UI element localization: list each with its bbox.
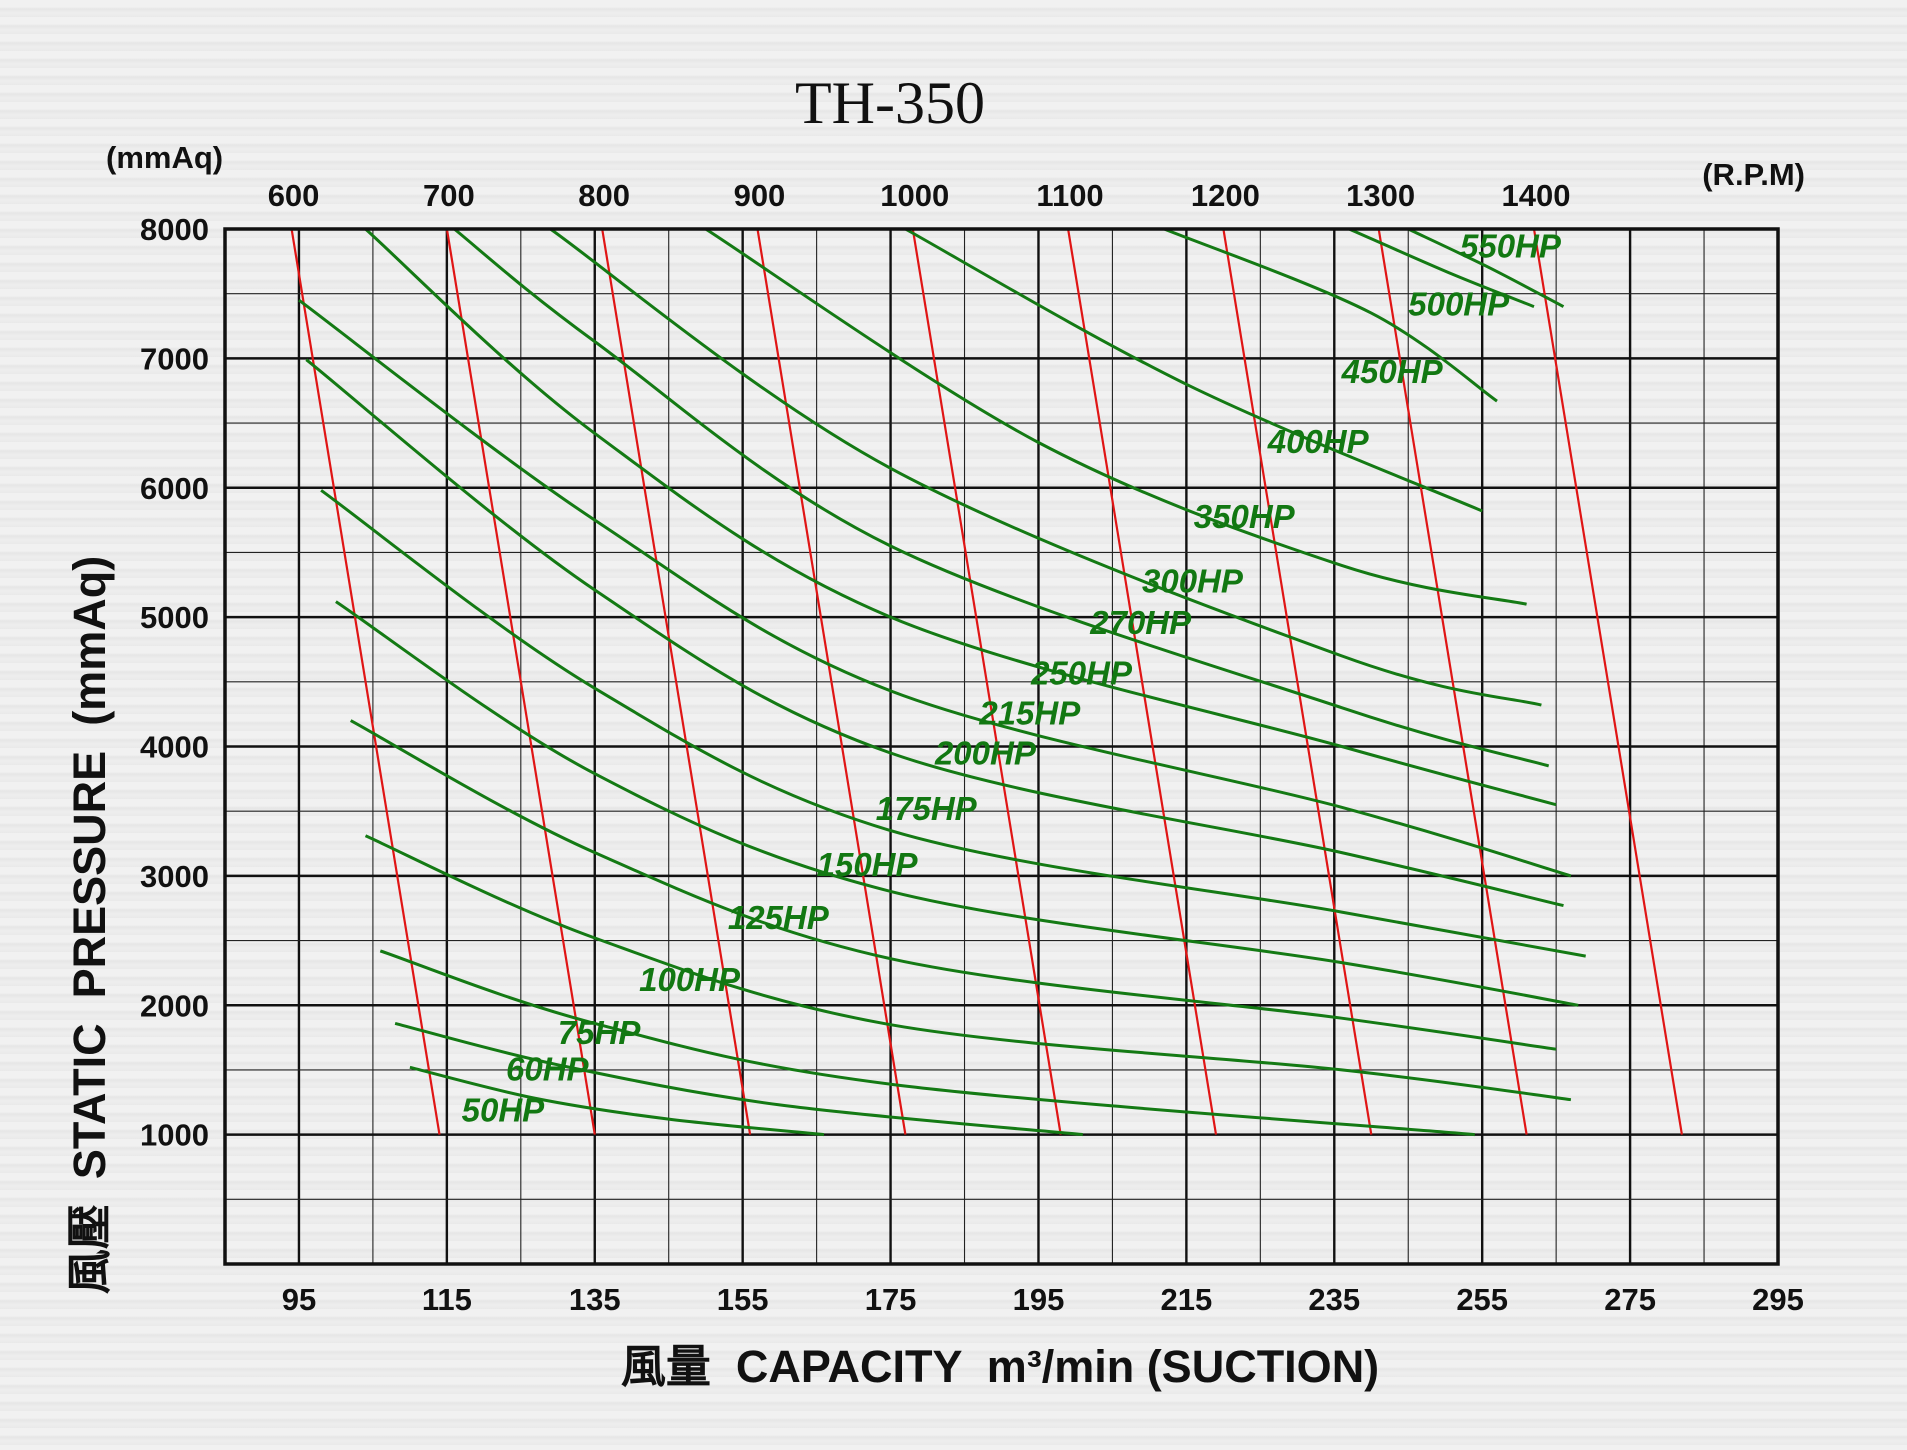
rpm-tick-label: 1200 <box>1191 178 1260 213</box>
hp-curve-550hp <box>1407 227 1565 308</box>
rpm-tick-label: 1000 <box>880 178 949 213</box>
y-unit-label: (mmAq) <box>106 140 223 175</box>
hp-curve-150hp <box>335 600 1579 1007</box>
rpm-curve-1300 <box>1377 228 1528 1135</box>
x-tick-label: 115 <box>422 1282 472 1317</box>
hp-curve-400hp <box>904 227 1483 513</box>
y-tick-label: 8000 <box>140 212 209 247</box>
rpm-tick-labels: 600 700 800 900 1000 1100 1200 1300 1400 <box>268 178 1571 213</box>
y-axis-title: 風壓 STATIC PRESSURE (mmAq) <box>64 556 115 1294</box>
rpm-tick-label: 900 <box>734 178 786 213</box>
y-tick-label: 5000 <box>140 600 209 635</box>
hp-label-270hp: 270HP <box>1089 604 1192 641</box>
hp-label-550hp: 550HP <box>1460 227 1562 264</box>
rpm-unit-label: (R.P.M) <box>1702 157 1805 192</box>
rpm-curves <box>290 228 1683 1135</box>
plot-frame <box>223 227 1780 1266</box>
x-tick-label: 135 <box>569 1282 621 1317</box>
hp-label-200hp: 200HP <box>934 735 1037 772</box>
hp-curve-175hp <box>320 489 1586 958</box>
hp-label-300hp: 300HP <box>1142 563 1244 600</box>
hp-curve-60hp <box>394 1021 1083 1137</box>
x-tick-labels: 95 115 135 155 175 195 215 235 255 275 295 <box>282 1282 1804 1317</box>
rpm-curve-600 <box>290 228 441 1135</box>
rpm-tick-label: 1100 <box>1036 178 1103 213</box>
hp-label-50hp: 50HP <box>462 1092 546 1129</box>
x-tick-label: 255 <box>1456 1282 1508 1317</box>
x-tick-label: 275 <box>1604 1282 1656 1317</box>
x-tick-label: 235 <box>1308 1282 1360 1317</box>
y-tick-label: 6000 <box>140 471 209 506</box>
x-tick-label: 215 <box>1161 1282 1213 1317</box>
rpm-tick-label: 600 <box>268 178 320 213</box>
hp-curve-450hp <box>1163 227 1498 403</box>
rpm-curve-1400 <box>1532 228 1683 1135</box>
x-tick-label: 295 <box>1752 1282 1804 1317</box>
hp-label-100hp: 100HP <box>639 961 741 998</box>
hp-curve-350hp <box>704 227 1527 606</box>
hp-label-450hp: 450HP <box>1341 353 1444 390</box>
rpm-tick-label: 800 <box>578 178 630 213</box>
rpm-curve-1100 <box>1067 228 1218 1135</box>
rpm-tick-label: 1300 <box>1346 178 1415 213</box>
hp-label-350hp: 350HP <box>1194 498 1296 535</box>
rpm-tick-label: 700 <box>423 178 475 213</box>
y-tick-label: 2000 <box>140 988 209 1023</box>
y-tick-label: 7000 <box>140 341 209 376</box>
x-tick-label: 175 <box>865 1282 917 1317</box>
rpm-curve-1200 <box>1222 228 1373 1135</box>
hp-label-215hp: 215HP <box>978 695 1081 732</box>
y-tick-label: 1000 <box>140 1118 209 1153</box>
hp-curve-75hp <box>379 949 1475 1137</box>
hp-curves <box>298 227 1586 1137</box>
hp-label-60hp: 60HP <box>506 1050 590 1087</box>
hp-label-250hp: 250HP <box>1030 654 1133 691</box>
hp-curve-200hp <box>305 358 1564 908</box>
rpm-curve-900 <box>756 228 907 1135</box>
hp-label-175hp: 175HP <box>876 790 978 827</box>
hp-curve-50hp <box>409 1065 825 1137</box>
rpm-curve-700 <box>445 228 596 1135</box>
hp-curve-270hp <box>453 227 1550 768</box>
x-axis-title: 風量 CAPACITY m³/min (SUCTION) <box>621 1341 1379 1392</box>
hp-curve-215hp <box>298 298 1572 878</box>
y-tick-labels: 1000 2000 3000 4000 5000 6000 7000 8000 <box>140 212 209 1153</box>
x-tick-label: 95 <box>282 1282 316 1317</box>
hp-curve-100hp <box>364 834 1572 1102</box>
rpm-tick-label: 1400 <box>1501 178 1570 213</box>
hp-curve-125hp <box>349 719 1557 1051</box>
hp-label-125hp: 125HP <box>728 899 830 936</box>
hp-label-500hp: 500HP <box>1408 286 1510 323</box>
hp-label-75hp: 75HP <box>558 1014 642 1051</box>
hp-label-150hp: 150HP <box>817 846 919 883</box>
hp-curve-250hp <box>364 227 1557 807</box>
hp-curve-500hp <box>1348 227 1535 308</box>
hp-curve-300hp <box>549 227 1542 707</box>
x-tick-label: 195 <box>1013 1282 1065 1317</box>
x-tick-label: 155 <box>717 1282 769 1317</box>
hp-labels: 550HP 500HP 450HP 400HP 350HP 300HP 270HP 250HP… <box>462 227 1562 1128</box>
chart-title: TH-350 <box>795 70 985 136</box>
y-tick-label: 4000 <box>140 730 209 765</box>
hp-label-400hp: 400HP <box>1267 423 1370 460</box>
y-tick-label: 3000 <box>140 859 209 894</box>
